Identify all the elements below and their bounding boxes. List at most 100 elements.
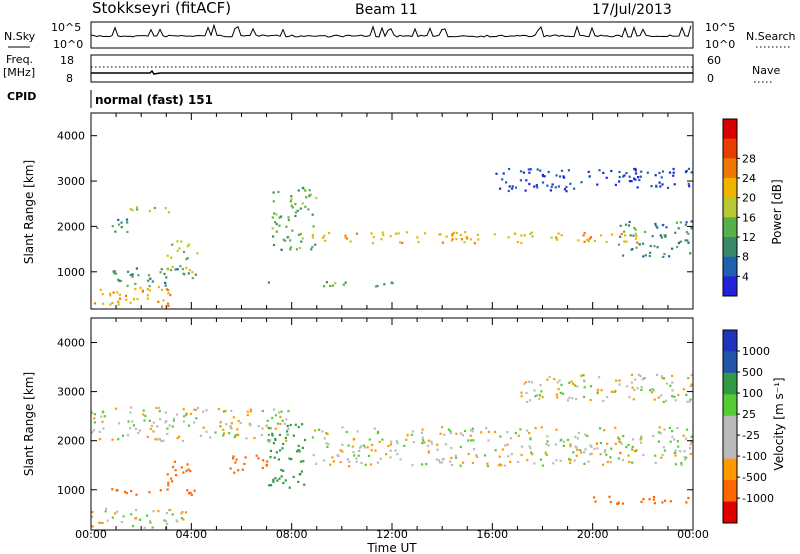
power-cell	[334, 282, 337, 285]
power-cell	[634, 237, 637, 240]
vel-cell	[497, 464, 501, 467]
power-cell	[634, 167, 637, 171]
vel-cell	[606, 442, 609, 445]
vel-cell	[690, 440, 693, 443]
power-cell	[547, 170, 550, 174]
vel-cell	[439, 461, 442, 464]
power-cell	[455, 232, 458, 235]
power-cell	[618, 180, 621, 183]
vel-cell	[91, 411, 94, 414]
power-cell	[598, 169, 601, 172]
colorbar-tick-label: 16	[742, 211, 756, 224]
power-cell	[473, 242, 476, 245]
vel-cell	[652, 434, 655, 437]
power-cell	[188, 269, 191, 272]
vel-cell	[412, 441, 415, 444]
vel-cell	[596, 388, 600, 391]
vel-cell	[559, 459, 562, 462]
vel-cell	[436, 443, 439, 446]
nsearch-label: N.Search	[746, 30, 796, 43]
power-cell	[476, 233, 479, 236]
power-cell	[660, 176, 663, 179]
power-cell	[186, 245, 189, 248]
power-cell	[146, 297, 149, 300]
vel-cell	[653, 502, 656, 505]
vel-cell	[436, 448, 439, 451]
vel-cell	[570, 380, 573, 383]
vel-cell	[443, 433, 446, 436]
vel-cell	[486, 462, 489, 465]
nsky-tick-low: 10^0	[53, 38, 83, 51]
power-cell	[628, 220, 631, 224]
vel-cell	[471, 461, 474, 465]
velocity-colorbar-label: Velocity [m s⁻¹]	[772, 377, 786, 470]
time-tick-label: 12:00	[376, 528, 408, 541]
vel-cell	[102, 427, 105, 430]
vel-cell	[233, 435, 236, 439]
power-cell	[323, 234, 326, 237]
vel-cell	[686, 400, 689, 403]
vel-cell	[618, 383, 621, 386]
power-cell	[637, 176, 640, 179]
power-cell	[672, 167, 675, 171]
vel-cell	[661, 377, 664, 380]
vel-cell	[189, 412, 193, 415]
power-cell	[129, 301, 132, 304]
power-cell	[315, 197, 318, 200]
vel-cell	[689, 443, 692, 446]
vel-cell	[594, 500, 597, 503]
power-cell	[562, 175, 565, 178]
vel-cell	[159, 489, 162, 492]
power-cell	[372, 235, 375, 239]
power-cell	[275, 213, 278, 216]
vel-cell	[275, 451, 278, 454]
nsky-tick-high: 10^5	[51, 21, 81, 34]
power-cell	[176, 249, 179, 252]
vel-cell	[364, 463, 367, 466]
power-cell	[93, 302, 97, 305]
vel-cell	[144, 414, 147, 417]
vel-cell	[130, 406, 133, 409]
vel-cell	[680, 463, 683, 466]
colorbar-tick-label: -1000	[742, 492, 774, 505]
vel-cell	[311, 436, 314, 439]
vel-cell	[609, 500, 612, 504]
vel-cell	[371, 443, 374, 447]
vel-cell	[217, 408, 220, 411]
power-cell	[639, 175, 642, 178]
vel-cell	[682, 434, 685, 437]
vel-cell	[640, 437, 643, 440]
vel-cell	[230, 427, 233, 430]
power-cell	[677, 241, 680, 245]
vel-cell	[634, 378, 637, 381]
vel-cell	[190, 493, 193, 497]
power-cell	[624, 223, 628, 226]
power-cell	[174, 268, 177, 271]
power-cell	[291, 229, 294, 232]
vel-cell	[236, 433, 239, 436]
power-cell	[169, 269, 173, 272]
power-cell	[560, 234, 563, 237]
vel-cell	[339, 461, 342, 464]
vel-cell	[655, 373, 659, 376]
vel-cell	[533, 462, 536, 465]
vel-colorbar-segment	[723, 394, 737, 417]
vel-cell	[236, 428, 239, 431]
vel-cell	[454, 454, 457, 457]
vel-cell	[654, 461, 657, 465]
power-cell	[685, 221, 688, 224]
vel-cell	[142, 409, 145, 412]
vel-cell	[677, 393, 680, 397]
vel-cell	[654, 454, 657, 457]
power-cell	[690, 171, 693, 174]
vel-cell	[132, 424, 135, 427]
vel-cell	[685, 393, 688, 396]
power-cell	[685, 170, 688, 173]
power-cell	[178, 247, 181, 250]
vel-cell	[185, 414, 188, 417]
vel-cell	[149, 521, 152, 524]
vel-cell	[399, 458, 402, 461]
vel-cell	[292, 475, 295, 478]
power-cell	[272, 243, 276, 247]
vel-cell	[362, 444, 365, 447]
